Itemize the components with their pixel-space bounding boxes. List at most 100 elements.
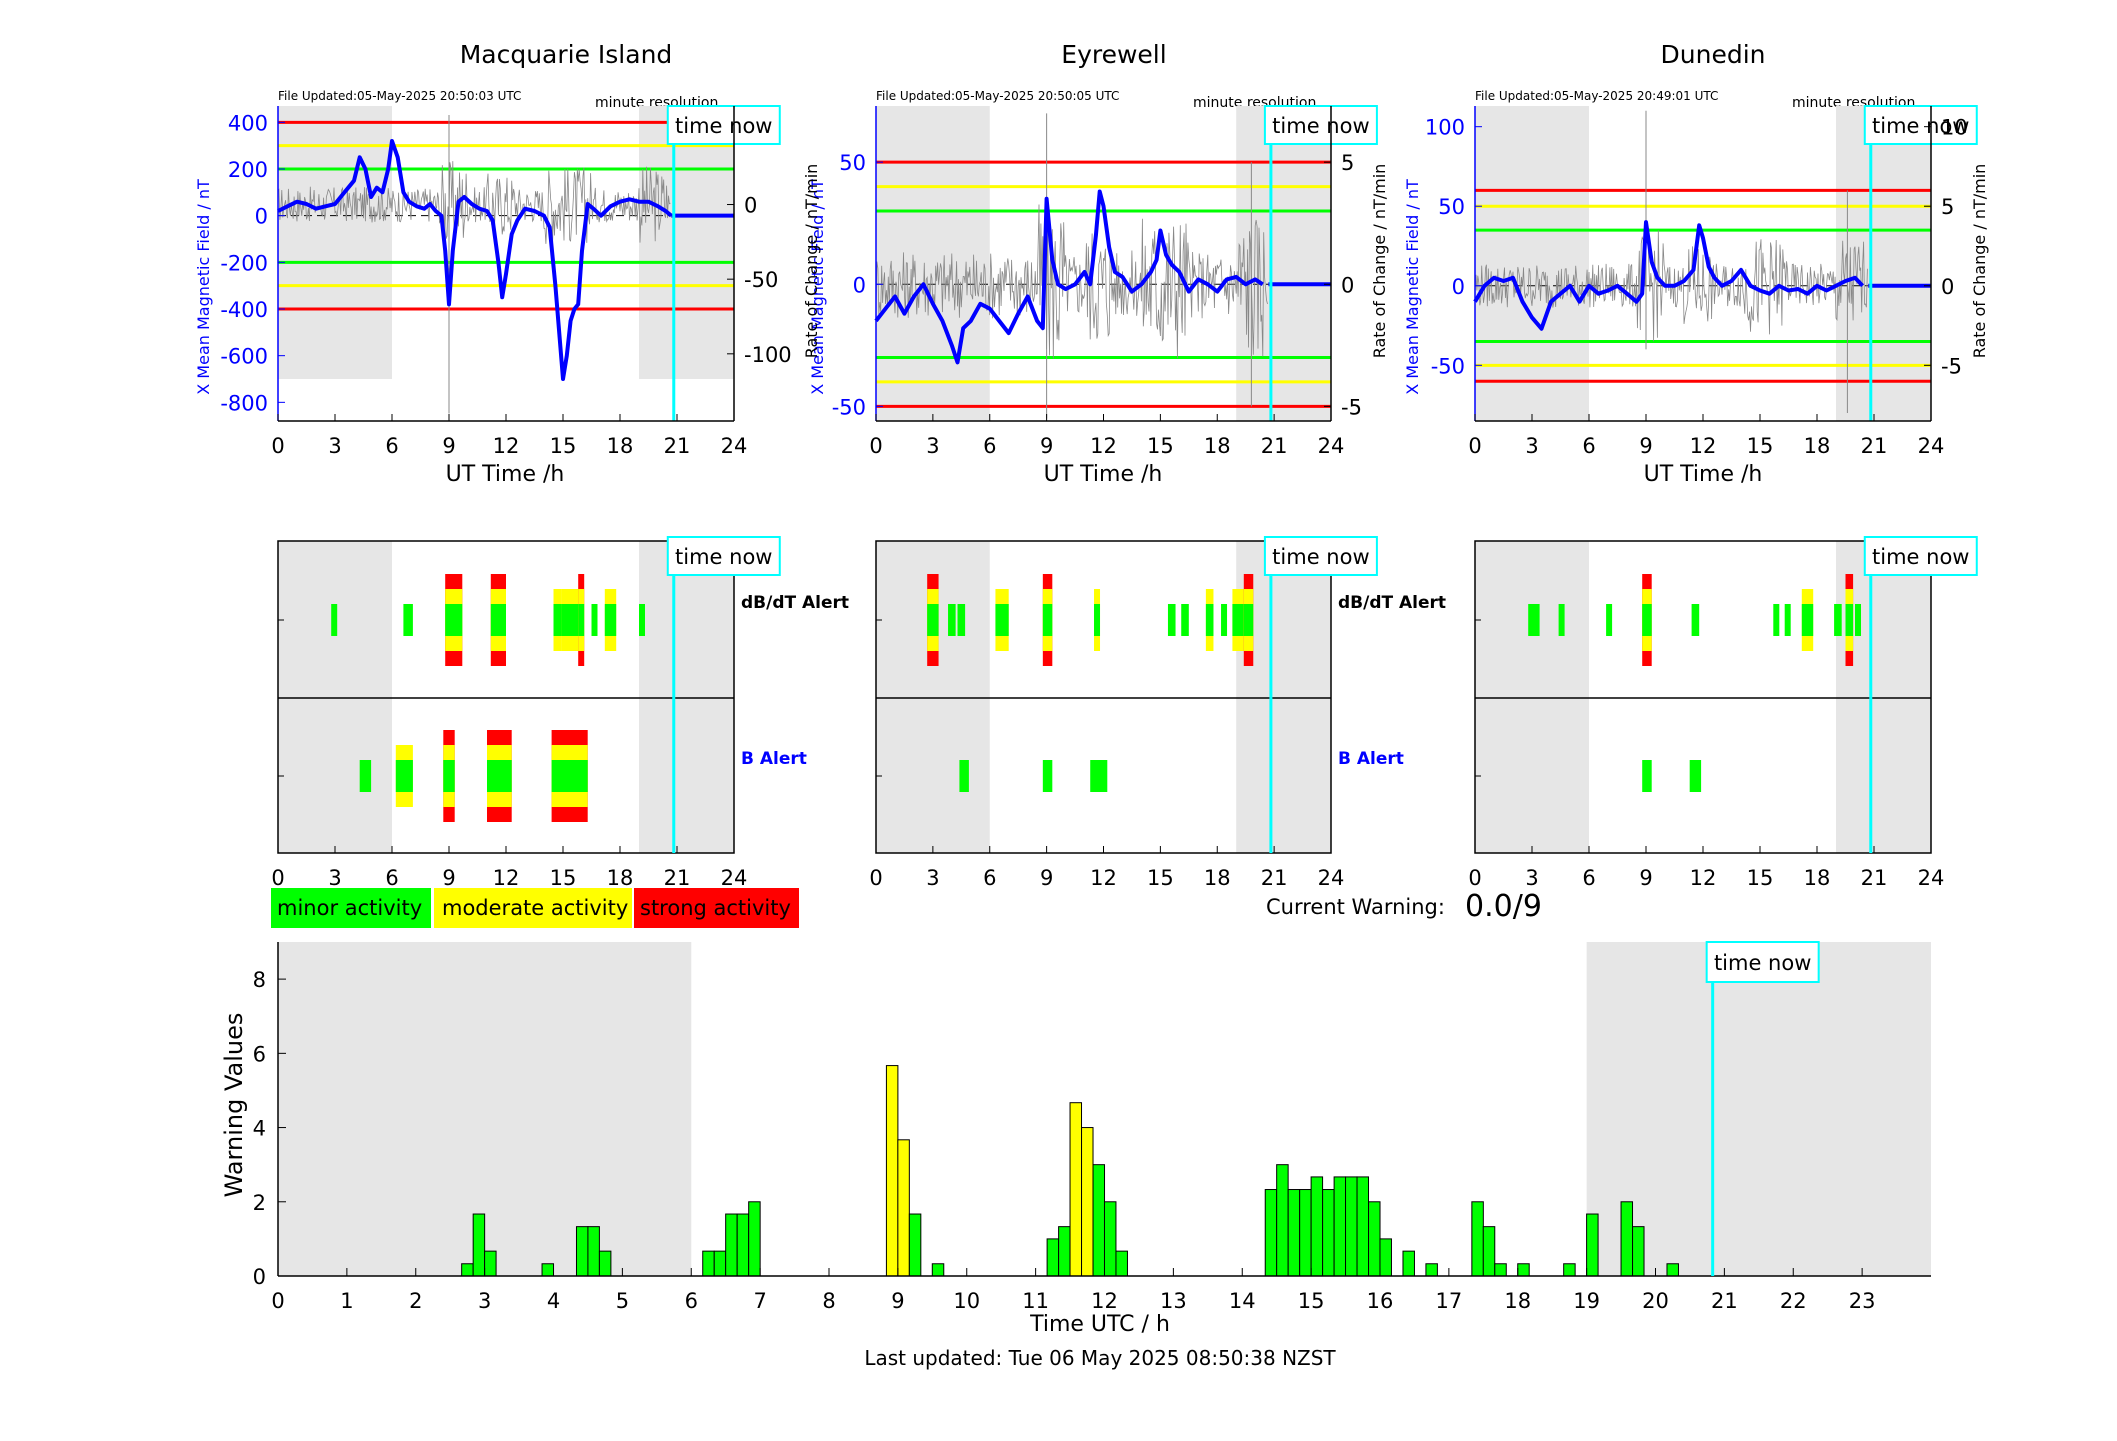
warning-bar <box>897 1139 910 1277</box>
warning-bar <box>598 1250 612 1277</box>
x-tick-label: 7 <box>753 1289 766 1313</box>
night-shade <box>278 106 392 379</box>
warning-bar <box>1379 1238 1392 1277</box>
time-now-box <box>666 105 781 145</box>
x-field-series-line <box>874 189 1264 365</box>
x-tick-label: 3 <box>328 866 341 890</box>
alert-panel-2: time now 0 3 6 9 12 15 18 21 24 <box>1468 536 1978 890</box>
station-title-2: Dunedin <box>1661 40 1766 69</box>
x-tick-label: 15 <box>1747 434 1774 458</box>
x-tick-label: 15 <box>550 866 577 890</box>
x-tick-label: 20 <box>1642 1289 1669 1313</box>
left-tick-label: 200 <box>228 158 268 182</box>
ylabel-left-2: X Mean Magnetic Field / nT <box>1403 179 1422 395</box>
legend-minor-swatch <box>271 888 431 928</box>
b-alert-mark <box>1090 760 1108 792</box>
x-tick-label: 16 <box>1367 1289 1394 1313</box>
left-tick-label: -800 <box>220 391 268 415</box>
dbdt-alert-mark <box>1691 604 1700 636</box>
ylabel-right-0: Rate of Change / nT/min <box>802 164 821 359</box>
dbdt-alert-mark <box>553 604 562 636</box>
alert-panel-0: time now 0 3 6 9 12 15 18 21 24 <box>271 536 781 890</box>
right-tick-label: 0 <box>1341 273 1354 297</box>
warning-bar <box>1356 1176 1370 1277</box>
dbdt-alert-mark <box>1528 604 1540 636</box>
b-alert-label-0: B Alert <box>741 749 807 769</box>
dbdt-alert-mark <box>604 604 617 636</box>
y-tick-label: 6 <box>253 1042 266 1066</box>
x-tick-label: 0 <box>271 434 284 458</box>
x-tick-label: 9 <box>1639 434 1652 458</box>
dbdt-alert-mark <box>1094 604 1101 636</box>
x-tick-label: 9 <box>442 434 455 458</box>
x-tick-label: 2 <box>409 1289 422 1313</box>
y-tick-label: 8 <box>253 968 266 992</box>
warning-bar <box>1402 1250 1415 1277</box>
left-tick-label: 50 <box>839 151 866 175</box>
ylabel-left-0: X Mean Magnetic Field / nT <box>194 179 213 395</box>
warning-bar <box>736 1213 750 1277</box>
last-updated: Last updated: Tue 06 May 2025 08:50:38 N… <box>864 1346 1336 1370</box>
current-warning-label: Current Warning: <box>1266 895 1445 919</box>
dbdt-alert-mark <box>957 604 966 636</box>
current-warning-value: 0.0/9 <box>1465 889 1542 924</box>
legend-strong-swatch <box>634 888 799 928</box>
warning-ylabel: Warning Values <box>220 1013 248 1198</box>
b-alert-mark <box>1689 760 1702 792</box>
x-tick-label: 21 <box>664 866 691 890</box>
warning-bar <box>702 1250 715 1277</box>
x-tick-label: 6 <box>685 1289 698 1313</box>
x-tick-label: 22 <box>1780 1289 1807 1313</box>
activity-legend: minor activity moderate activity strong … <box>271 888 799 928</box>
x-tick-label: 18 <box>607 866 634 890</box>
night-shade <box>1475 541 1589 853</box>
night-shade <box>876 106 990 421</box>
right-tick-label: 0 <box>1941 275 1954 299</box>
x-tick-label: 15 <box>1147 866 1174 890</box>
x-tick-label: 21 <box>664 434 691 458</box>
x-tick-label: 0 <box>271 866 284 890</box>
warning-bar <box>1425 1263 1438 1277</box>
dbdt-alert-mark <box>1232 604 1244 636</box>
warning-bar <box>1264 1189 1278 1277</box>
x-tick-label: 0 <box>1468 866 1481 890</box>
warning-bar <box>1058 1226 1071 1277</box>
warning-bar <box>1092 1164 1106 1277</box>
dbdt-alert-mark <box>1773 604 1780 636</box>
warning-bar <box>1345 1176 1358 1277</box>
x-tick-label: 19 <box>1573 1289 1600 1313</box>
dbdt-alert-mark <box>1845 604 1854 636</box>
x-tick-label: 18 <box>1504 1289 1531 1313</box>
dbdt-alert-mark <box>639 604 645 636</box>
b-alert-mark <box>1642 760 1652 792</box>
x-tick-label: 17 <box>1436 1289 1463 1313</box>
x-tick-label: 15 <box>550 434 577 458</box>
warning-bar <box>1299 1189 1312 1277</box>
x-tick-label: 18 <box>607 434 634 458</box>
x-tick-label: 10 <box>953 1289 980 1313</box>
warning-bar <box>1322 1189 1335 1277</box>
dbdt-alert-mark <box>445 604 463 636</box>
x-tick-label: 6 <box>1582 866 1595 890</box>
x-tick-label: 18 <box>1804 866 1831 890</box>
rate-of-change-trace <box>875 200 1268 359</box>
warning-bar <box>472 1213 486 1277</box>
x-tick-label: 1 <box>340 1289 353 1313</box>
x-tick-label: 13 <box>1160 1289 1187 1313</box>
x-tick-label: 9 <box>1639 866 1652 890</box>
x-tick-label: 21 <box>1711 1289 1738 1313</box>
dbdt-alert-mark <box>1558 604 1565 636</box>
warning-bar <box>575 1226 589 1277</box>
dbdt-alert-mark <box>331 604 338 636</box>
warning-bar <box>1069 1102 1083 1277</box>
warning-bar <box>748 1201 761 1277</box>
warning-xlabel: Time UTC / h <box>1029 1312 1170 1337</box>
time-now-label: time now <box>675 114 772 138</box>
warning-bar <box>713 1250 727 1277</box>
warning-bar <box>1482 1226 1496 1277</box>
x-tick-label: 0 <box>1468 434 1481 458</box>
x-tick-label: 12 <box>1090 434 1117 458</box>
x-tick-label: 6 <box>385 866 398 890</box>
